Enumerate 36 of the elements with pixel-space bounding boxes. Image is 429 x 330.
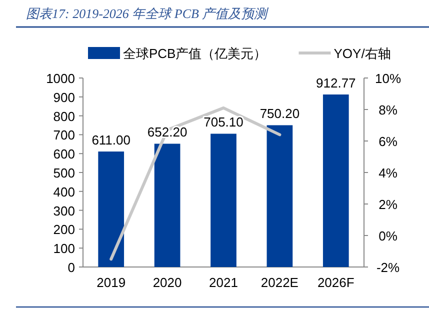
data-label: 750.20: [260, 106, 300, 122]
bar: [210, 134, 236, 267]
y-tick-label: 800: [53, 108, 75, 124]
legend-label: YOY/右轴: [334, 46, 391, 61]
x-tick-label: 2026F: [317, 275, 354, 290]
x-tick-label: 2020: [152, 275, 182, 290]
y-tick-label: 400: [53, 184, 75, 200]
y-tick-label: 0: [68, 260, 75, 275]
y2-tick-label: 0%: [378, 228, 398, 244]
y2-tick-label: 10%: [374, 71, 402, 86]
y-tick-label: 300: [53, 203, 75, 218]
y-tick-label: 600: [53, 146, 75, 162]
bar: [98, 152, 124, 267]
bar: [266, 125, 293, 267]
x-tick-label: 2021: [209, 275, 238, 290]
x-tick-label: 2022E: [260, 275, 299, 290]
x-tick-label: 2019: [96, 275, 126, 290]
y-tick-label: 100: [53, 241, 75, 256]
data-label: 912.77: [316, 75, 356, 90]
y2-tick-label: 4%: [378, 166, 398, 180]
y2-tick-label: 2%: [378, 197, 398, 212]
data-label: 705.10: [204, 114, 244, 130]
y2-tick-label: -2%: [376, 260, 400, 275]
bar: [154, 144, 180, 267]
y2-tick-label: 6%: [378, 134, 398, 149]
y-tick-label: 1000: [46, 71, 75, 86]
chart-title: 图表17: 2019-2026 年全球 PCB 产值及预测: [26, 6, 270, 21]
y-tick-label: 500: [53, 166, 75, 180]
y-tick-label: 900: [53, 90, 75, 105]
legend-label: 全球PCB产值（亿美元）: [123, 46, 267, 61]
y-tick-label: 700: [53, 128, 75, 143]
data-label: 652.20: [147, 124, 188, 140]
y-tick-label: 200: [53, 222, 75, 238]
bar: [322, 94, 349, 267]
data-label: 611.00: [92, 132, 130, 148]
y2-tick-label: 8%: [378, 102, 398, 118]
